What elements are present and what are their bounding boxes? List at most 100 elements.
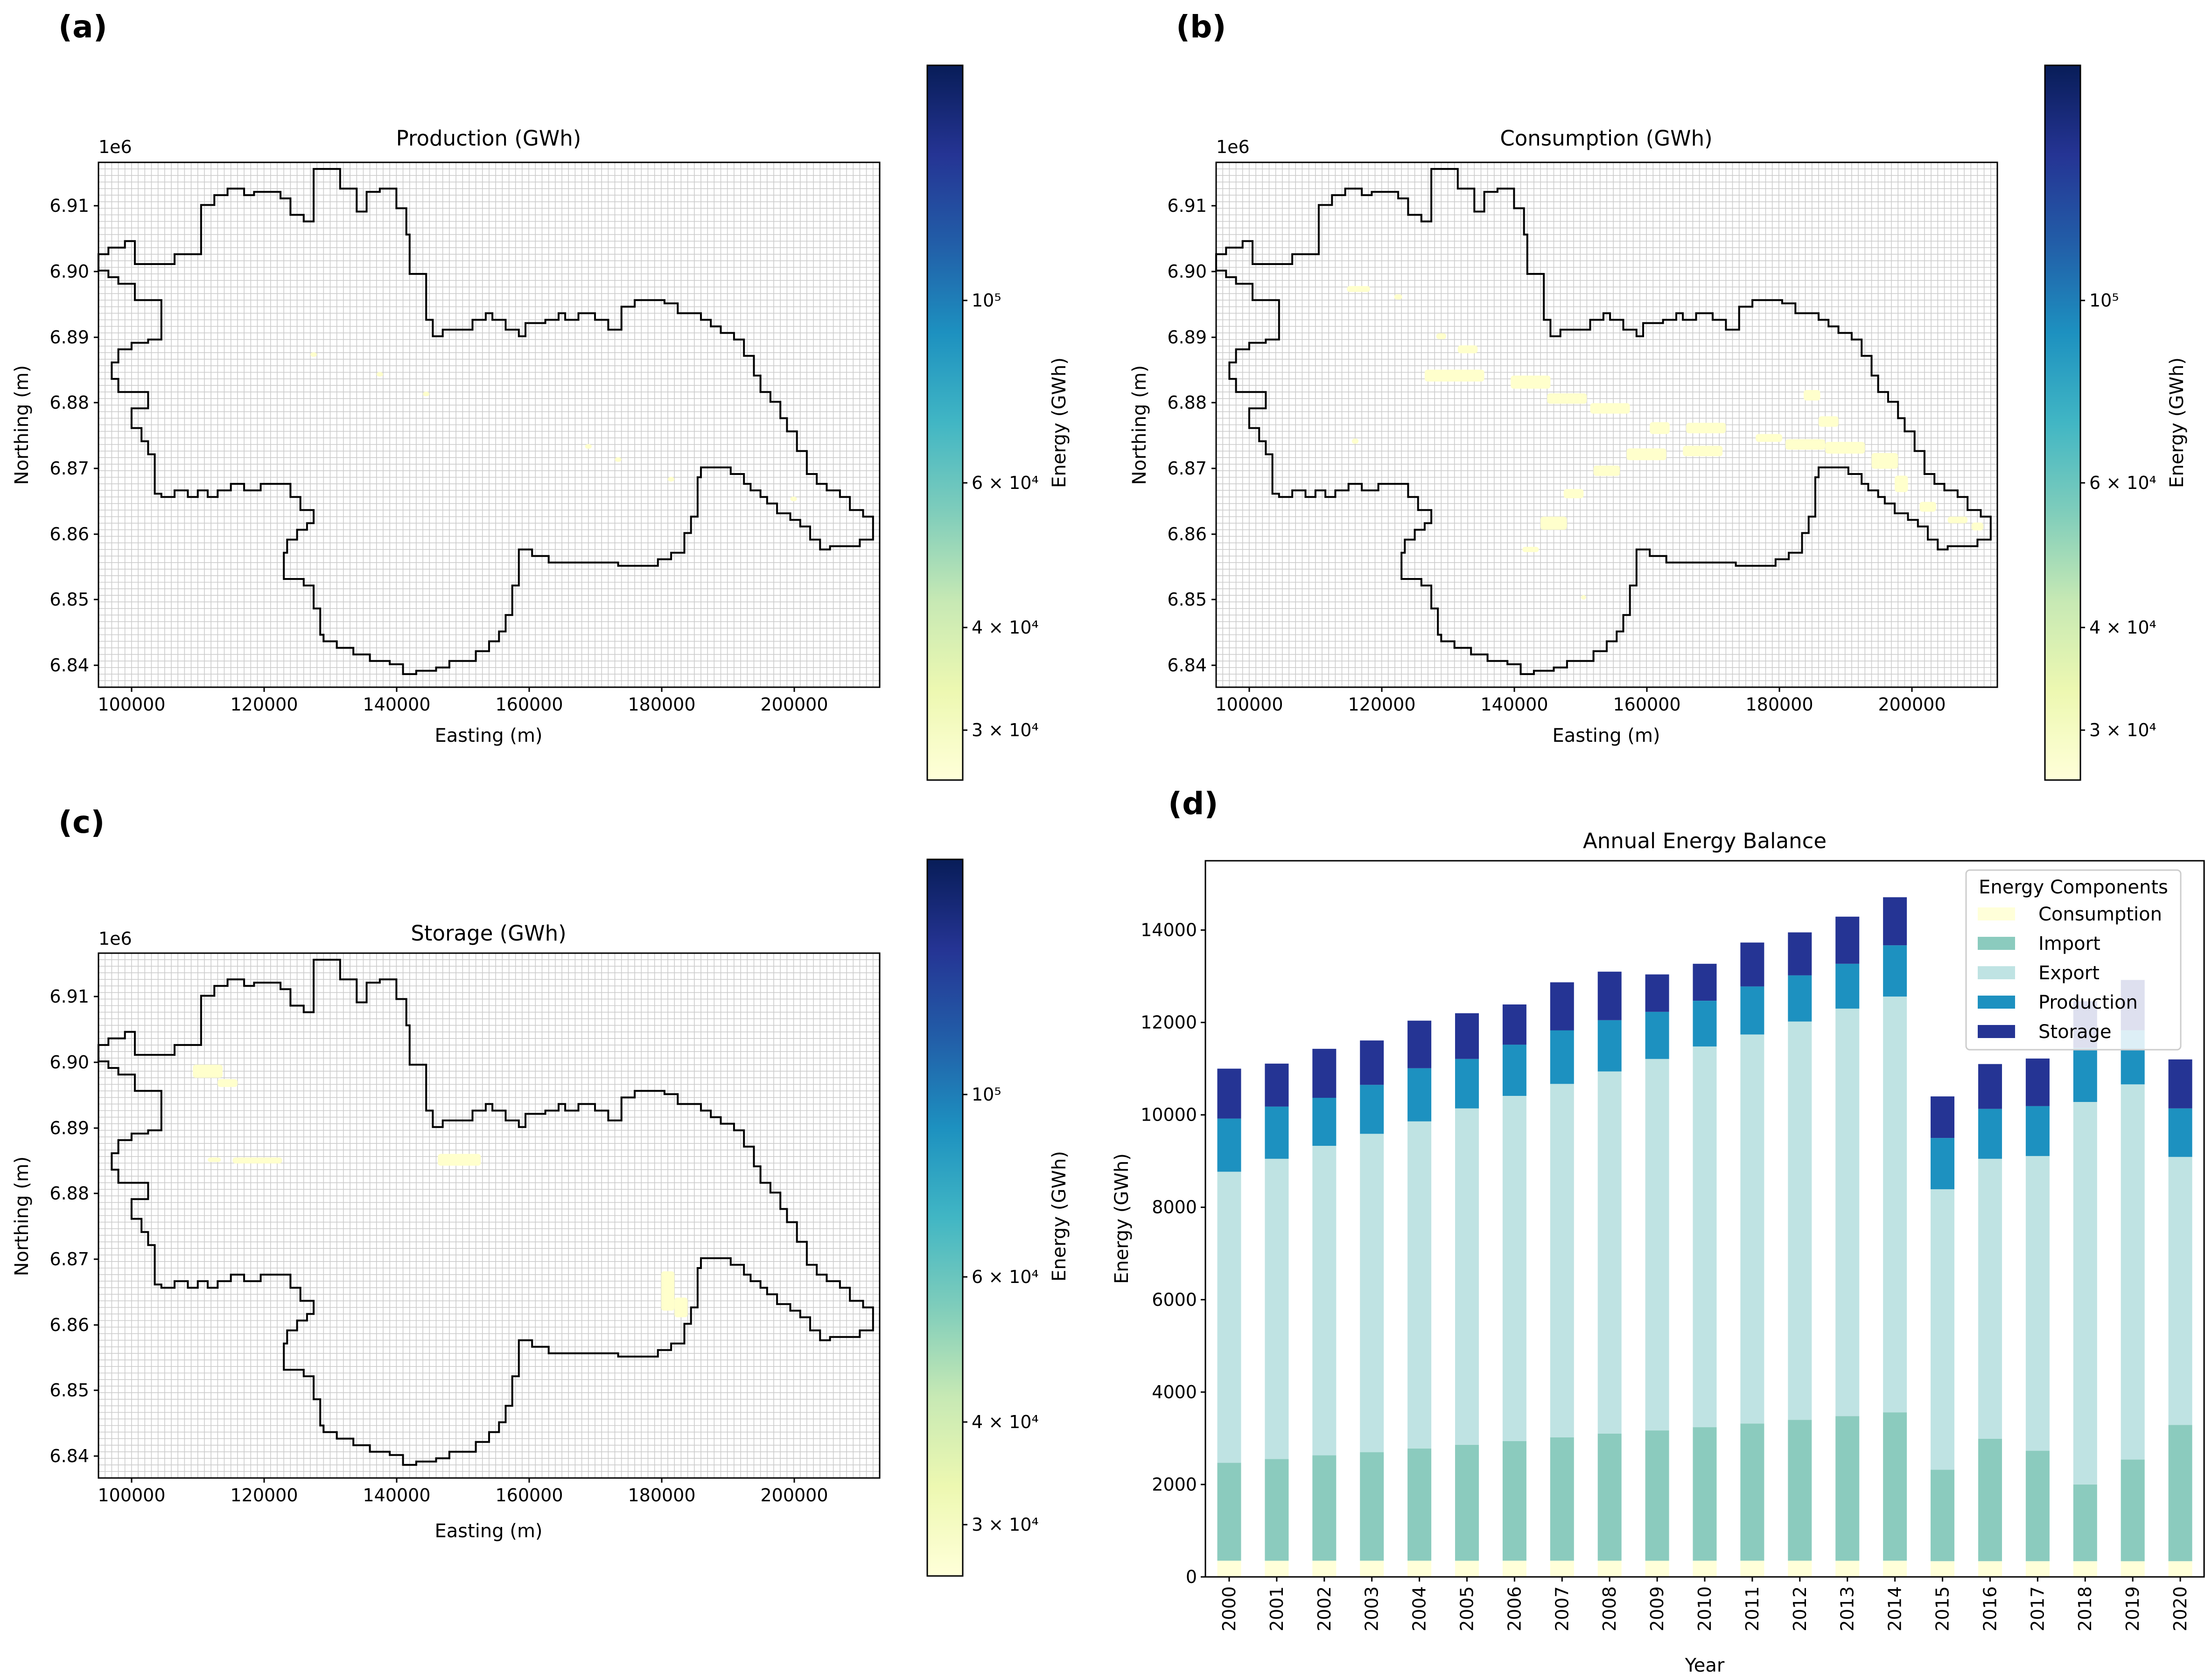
- bar-storage-2000: [1217, 1068, 1241, 1119]
- colorbar-tick-3e4: 3 × 10⁴: [963, 720, 1039, 740]
- bar-consumption-2014: [1883, 1561, 1907, 1577]
- energy-hotspot: [1547, 393, 1587, 404]
- map-grid: [1216, 162, 1998, 688]
- y-tick-6.91: 6.91: [49, 195, 98, 216]
- bar-consumption-2017: [2025, 1561, 2050, 1577]
- svg-text:6.86: 6.86: [1167, 524, 1207, 544]
- bar-export-2017: [2025, 1156, 2050, 1451]
- y-tick-label: 12000: [1141, 1012, 1197, 1033]
- map-grid: [98, 162, 880, 688]
- map-title: Production (GWh): [396, 126, 581, 151]
- bar-production-2009: [1645, 1011, 1669, 1059]
- y-tick-10000: 10000: [1141, 1105, 1205, 1125]
- x-tick-label: 2004: [1409, 1586, 1430, 1631]
- svg-text:3 × 10⁴: 3 × 10⁴: [972, 720, 1039, 740]
- svg-text:6.87: 6.87: [49, 458, 89, 479]
- bar-storage-2020: [2168, 1059, 2192, 1108]
- region-boundary: [98, 959, 874, 1466]
- x-tick-2001: 2001: [1267, 1577, 1287, 1631]
- y-axis-label: Northing (m): [1129, 365, 1150, 485]
- y-tick-2000: 2000: [1152, 1474, 1205, 1495]
- colorbar-gradient: [2044, 64, 2081, 781]
- offset-text: 1e6: [98, 137, 132, 157]
- y-tick-8000: 8000: [1152, 1197, 1205, 1218]
- x-tick-140000: 140000: [363, 1478, 431, 1506]
- energy-hotspot: [1581, 595, 1586, 600]
- legend-swatch: [1978, 907, 2015, 920]
- energy-hotspot: [1650, 422, 1670, 434]
- bar-export-2010: [1693, 1046, 1717, 1428]
- bar-consumption-2012: [1788, 1561, 1812, 1577]
- bar-import-2006: [1502, 1441, 1526, 1561]
- energy-hotspot: [1522, 547, 1539, 552]
- bar-consumption-2010: [1693, 1561, 1717, 1577]
- colorbar-tick-6e4: 6 × 10⁴: [963, 473, 1039, 493]
- x-tick-label: 2003: [1362, 1586, 1382, 1631]
- svg-text:4 × 10⁴: 4 × 10⁴: [972, 1412, 1039, 1432]
- svg-text:160000: 160000: [495, 1485, 563, 1506]
- svg-text:3 × 10⁴: 3 × 10⁴: [972, 1514, 1039, 1535]
- y-tick-6.84: 6.84: [1167, 655, 1216, 676]
- svg-text:200000: 200000: [760, 694, 828, 715]
- legend-item-production: Production: [1978, 992, 2138, 1013]
- y-tick-label: 2000: [1152, 1474, 1197, 1495]
- bar-import-2003: [1360, 1452, 1384, 1561]
- y-tick-6.90: 6.90: [1167, 261, 1216, 282]
- energy-hotspot: [1971, 523, 1984, 530]
- x-tick-140000: 140000: [363, 687, 431, 715]
- panel-label: (b): [1176, 9, 1226, 45]
- legend-label: Consumption: [2038, 904, 2162, 925]
- svg-text:100000: 100000: [1215, 694, 1283, 715]
- svg-text:160000: 160000: [495, 694, 563, 715]
- bar-import-2000: [1217, 1463, 1241, 1561]
- y-axis-label: Northing (m): [11, 365, 33, 485]
- bar-consumption-2013: [1835, 1561, 1860, 1577]
- svg-text:120000: 120000: [1348, 694, 1415, 715]
- x-tick-label: 2011: [1742, 1586, 1763, 1631]
- bar-storage-2009: [1645, 974, 1669, 1012]
- svg-text:140000: 140000: [363, 1485, 430, 1506]
- x-tick-2013: 2013: [1837, 1577, 1858, 1631]
- energy-hotspot: [585, 444, 592, 449]
- svg-text:160000: 160000: [1613, 694, 1680, 715]
- bar-import-2014: [1883, 1412, 1907, 1561]
- map-plot: [98, 161, 881, 688]
- bar-import-2018: [2073, 1484, 2097, 1561]
- x-tick-2015: 2015: [1932, 1577, 1953, 1631]
- svg-text:200000: 200000: [760, 1485, 828, 1506]
- legend-item-import: Import: [1978, 933, 2100, 955]
- svg-text:6.89: 6.89: [49, 327, 89, 348]
- svg-text:6.87: 6.87: [1167, 458, 1207, 479]
- x-tick-2000: 2000: [1219, 1577, 1239, 1631]
- svg-text:120000: 120000: [230, 694, 298, 715]
- energy-hotspot: [1351, 439, 1358, 444]
- x-tick-2005: 2005: [1456, 1577, 1477, 1631]
- bar-export-2016: [1978, 1158, 2002, 1439]
- y-tick-6.91: 6.91: [49, 986, 98, 1007]
- bar-production-2000: [1217, 1118, 1241, 1172]
- y-tick-12000: 12000: [1141, 1012, 1205, 1033]
- colorbar-tick-4e4: 4 × 10⁴: [963, 1412, 1039, 1432]
- bar-production-2013: [1835, 963, 1860, 1009]
- panel-b: (b) Consumption (GWh) 1e6 6.91 6.90 6.89…: [1129, 9, 2188, 781]
- x-tick-label: 2012: [1790, 1586, 1810, 1631]
- x-tick-label: 2005: [1456, 1586, 1477, 1631]
- bar-export-2014: [1883, 997, 1907, 1413]
- svg-text:6.88: 6.88: [1167, 392, 1207, 413]
- svg-text:10⁵: 10⁵: [972, 290, 1001, 311]
- colorbar-tick-6e4: 6 × 10⁴: [963, 1267, 1039, 1287]
- energy-hotspot: [661, 1271, 675, 1311]
- x-tick-180000: 180000: [1745, 687, 1813, 715]
- colorbar-tick-1e5: 10⁵: [963, 290, 1001, 311]
- grid-lines: [98, 162, 880, 688]
- energy-hotspot: [1825, 442, 1865, 454]
- bar-export-2019: [2121, 1084, 2145, 1460]
- svg-text:6.84: 6.84: [49, 655, 89, 676]
- legend-item-storage: Storage: [1978, 1021, 2112, 1043]
- y-tick-label: 8000: [1152, 1197, 1197, 1218]
- energy-hotspot: [310, 352, 317, 357]
- bar-import-2010: [1693, 1427, 1717, 1561]
- svg-text:6.85: 6.85: [1167, 589, 1207, 610]
- x-tick-2010: 2010: [1694, 1577, 1715, 1631]
- energy-hotspot: [1919, 502, 1936, 512]
